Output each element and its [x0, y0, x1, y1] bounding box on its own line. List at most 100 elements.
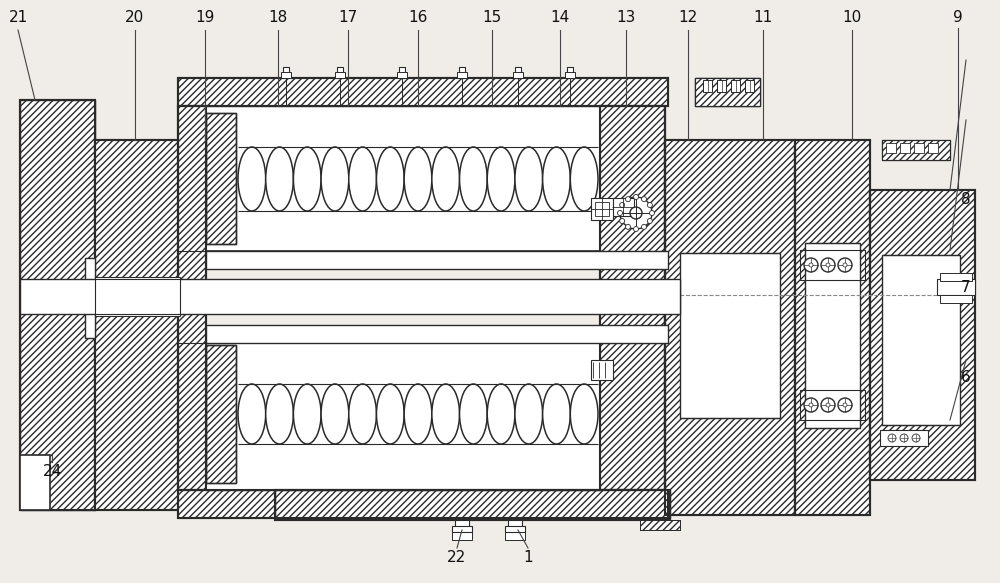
Bar — [459, 67, 465, 78]
Circle shape — [821, 398, 835, 412]
Circle shape — [912, 434, 920, 442]
Bar — [600, 106, 665, 490]
Ellipse shape — [515, 384, 543, 444]
Bar — [870, 190, 975, 480]
Bar — [508, 520, 522, 528]
Text: 11: 11 — [753, 10, 773, 26]
Bar — [695, 78, 760, 106]
Circle shape — [888, 434, 896, 442]
Bar — [914, 143, 924, 153]
Bar — [805, 243, 860, 428]
Text: 8: 8 — [961, 192, 971, 208]
Circle shape — [838, 258, 852, 272]
Ellipse shape — [266, 384, 293, 444]
Bar — [937, 279, 975, 295]
Polygon shape — [20, 100, 95, 510]
Text: 24: 24 — [42, 465, 62, 479]
Text: 7: 7 — [961, 280, 971, 296]
Circle shape — [634, 195, 639, 199]
Ellipse shape — [460, 384, 487, 444]
Ellipse shape — [293, 384, 321, 444]
Circle shape — [826, 263, 830, 267]
Bar — [399, 67, 405, 78]
Bar — [870, 190, 975, 480]
Bar — [337, 67, 343, 78]
Bar — [397, 72, 407, 78]
Text: 20: 20 — [125, 10, 145, 26]
Circle shape — [809, 263, 813, 267]
Text: 17: 17 — [338, 10, 358, 26]
Bar — [206, 325, 668, 343]
Bar — [335, 72, 345, 78]
Circle shape — [647, 219, 652, 223]
Bar — [800, 390, 865, 420]
Circle shape — [650, 210, 654, 216]
Circle shape — [642, 196, 646, 202]
Bar — [85, 258, 95, 338]
Bar — [95, 140, 180, 510]
Ellipse shape — [376, 147, 404, 211]
Ellipse shape — [570, 384, 598, 444]
Bar — [178, 490, 668, 518]
Circle shape — [620, 202, 625, 208]
Circle shape — [626, 224, 631, 229]
Ellipse shape — [404, 147, 432, 211]
Circle shape — [626, 196, 631, 202]
Bar — [178, 78, 668, 106]
Circle shape — [630, 207, 642, 219]
Bar — [505, 526, 525, 532]
Bar — [206, 113, 236, 244]
Text: 14: 14 — [550, 10, 570, 26]
Bar — [95, 277, 180, 316]
Bar — [591, 198, 613, 220]
Bar — [795, 140, 870, 515]
Ellipse shape — [460, 147, 487, 211]
Bar — [612, 198, 634, 216]
Bar — [795, 140, 870, 515]
Ellipse shape — [543, 384, 570, 444]
Bar — [882, 140, 950, 160]
Circle shape — [838, 398, 852, 412]
Circle shape — [804, 398, 818, 412]
Bar — [178, 106, 206, 490]
Text: 1: 1 — [523, 550, 533, 566]
Bar — [275, 490, 670, 520]
Bar — [452, 530, 472, 540]
Bar — [695, 78, 760, 106]
Ellipse shape — [432, 384, 460, 444]
Bar — [591, 360, 613, 380]
Bar — [206, 338, 600, 490]
Bar — [565, 72, 575, 78]
Bar — [95, 140, 180, 510]
Bar — [206, 345, 236, 483]
Ellipse shape — [432, 147, 460, 211]
Ellipse shape — [487, 147, 515, 211]
Bar — [20, 455, 50, 510]
Ellipse shape — [238, 147, 266, 211]
Circle shape — [634, 227, 639, 231]
Bar — [882, 140, 950, 160]
Text: 15: 15 — [482, 10, 502, 26]
Bar — [513, 72, 523, 78]
Bar — [281, 72, 291, 78]
Ellipse shape — [404, 384, 432, 444]
Circle shape — [620, 219, 625, 223]
Ellipse shape — [293, 147, 321, 211]
Bar — [886, 143, 896, 153]
Bar — [882, 140, 950, 160]
Bar — [640, 520, 680, 530]
Ellipse shape — [321, 384, 349, 444]
Bar — [178, 78, 668, 106]
Bar — [745, 80, 754, 92]
Ellipse shape — [487, 384, 515, 444]
Bar — [206, 106, 600, 251]
Bar — [882, 255, 960, 425]
Bar — [283, 67, 289, 78]
Bar — [275, 490, 670, 520]
Bar — [178, 490, 668, 518]
Bar — [567, 67, 573, 78]
Bar — [880, 430, 928, 446]
Polygon shape — [20, 100, 95, 510]
Text: 6: 6 — [961, 371, 971, 385]
Bar — [940, 295, 972, 303]
